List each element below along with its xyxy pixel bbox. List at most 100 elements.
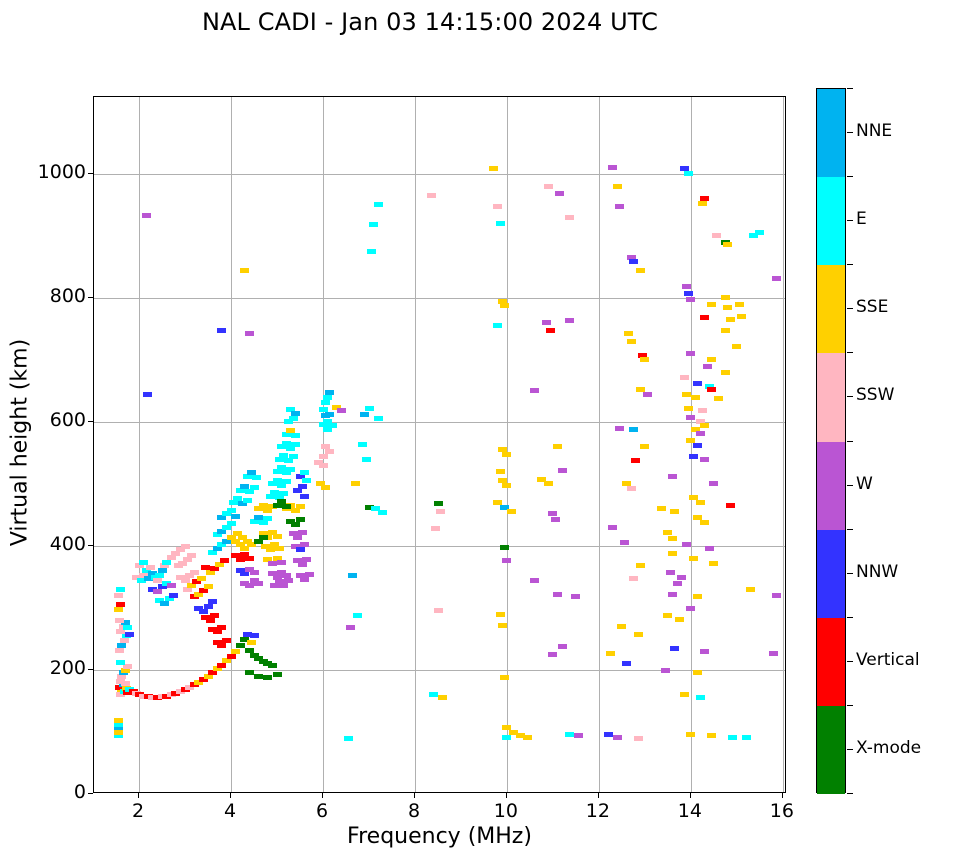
echo-mark [626, 254, 636, 260]
y-tick-label: 600 [49, 408, 86, 431]
echo-mark [286, 407, 296, 412]
echo-mark [284, 457, 293, 463]
echo-mark [302, 478, 312, 484]
colorbar-band-nnw[interactable] [817, 529, 845, 618]
echo-mark [709, 481, 719, 487]
echo-mark [357, 441, 367, 447]
colorbar-band-ssw[interactable] [817, 353, 845, 442]
colorbar-band-nne[interactable] [817, 89, 845, 178]
echo-mark [622, 481, 631, 487]
echo-mark [362, 456, 372, 462]
echo-mark [185, 573, 195, 579]
echo-mark [500, 544, 510, 550]
x-tick [781, 793, 783, 798]
colorbar-boundary-tick [847, 176, 853, 178]
echo-mark [254, 656, 264, 662]
echo-mark [178, 560, 188, 566]
echo-mark [263, 507, 273, 513]
echo-mark [148, 571, 158, 577]
echo-mark [238, 534, 247, 540]
echo-mark [235, 568, 245, 574]
echo-mark [153, 577, 162, 583]
echo-mark [493, 500, 503, 505]
colorbar-boundary-tick [847, 440, 853, 442]
echo-mark [668, 591, 677, 597]
echo-mark [695, 500, 705, 505]
colorbar-boundary-tick [847, 704, 853, 706]
gridline-vertical [139, 97, 141, 792]
echo-mark [617, 624, 627, 630]
echo-mark [488, 166, 498, 172]
colorbar-band-e[interactable] [817, 177, 845, 266]
echo-mark [286, 445, 296, 451]
echo-mark [695, 430, 705, 436]
x-tick-label: 4 [223, 800, 237, 822]
colorbar-band-w[interactable] [817, 441, 845, 530]
echo-mark [198, 608, 208, 614]
echo-mark [663, 529, 673, 535]
echo-mark [267, 503, 277, 509]
echo-mark [208, 670, 218, 675]
echo-mark [290, 522, 300, 528]
echo-mark [668, 550, 677, 556]
echo-mark [272, 574, 282, 580]
echo-mark [348, 573, 358, 579]
x-axis-title: Frequency (MHz) [347, 824, 532, 849]
echo-mark [235, 487, 245, 493]
echo-mark [254, 673, 264, 679]
echo-mark [267, 570, 277, 576]
echo-mark [346, 625, 356, 631]
gridline-horizontal [94, 670, 785, 671]
echo-mark [265, 547, 275, 553]
echo-mark [267, 560, 277, 566]
echo-mark [116, 629, 126, 634]
echo-mark [148, 586, 158, 592]
colorbar-band-vertical[interactable] [817, 617, 845, 706]
colorbar-boundary-tick [847, 528, 853, 530]
echo-mark [530, 388, 539, 394]
gridline-vertical [598, 97, 600, 792]
echo-mark [553, 444, 562, 450]
echo-mark [116, 692, 126, 698]
colorbar-band-sse[interactable] [817, 265, 845, 354]
echo-mark [217, 662, 227, 668]
echo-mark [300, 470, 310, 476]
echo-mark [212, 532, 222, 538]
echo-mark [725, 317, 735, 323]
echo-mark [254, 580, 264, 586]
echo-mark [279, 491, 289, 497]
colorbar-band-x-mode[interactable] [817, 705, 845, 794]
echo-mark [263, 534, 273, 540]
echo-mark [281, 440, 291, 446]
x-tick [230, 793, 231, 798]
echo-mark [120, 681, 130, 687]
echo-mark [286, 502, 296, 508]
echo-mark [159, 600, 169, 606]
echo-mark [116, 678, 126, 684]
azimuth-colorbar[interactable] [816, 88, 846, 794]
echo-mark [208, 549, 218, 555]
echo-mark [265, 493, 275, 499]
echo-mark [290, 441, 300, 447]
echo-mark [325, 449, 335, 455]
echo-mark [323, 394, 333, 400]
echo-mark [670, 509, 680, 515]
echo-mark [203, 673, 213, 679]
x-tick-label: 12 [585, 800, 610, 822]
echo-mark [686, 414, 696, 420]
echo-mark [281, 503, 291, 509]
echo-mark [295, 517, 305, 523]
echo-mark [557, 467, 567, 473]
echo-mark [221, 538, 231, 544]
echo-mark [277, 465, 287, 471]
echo-mark [707, 301, 717, 307]
echo-mark [500, 505, 510, 510]
echo-mark [435, 509, 445, 515]
echo-mark [122, 664, 132, 670]
echo-mark [221, 658, 231, 664]
y-tick [88, 545, 93, 546]
echo-mark [274, 495, 284, 501]
echo-mark [258, 658, 268, 664]
echo-mark [249, 485, 259, 491]
echo-mark [343, 735, 353, 741]
